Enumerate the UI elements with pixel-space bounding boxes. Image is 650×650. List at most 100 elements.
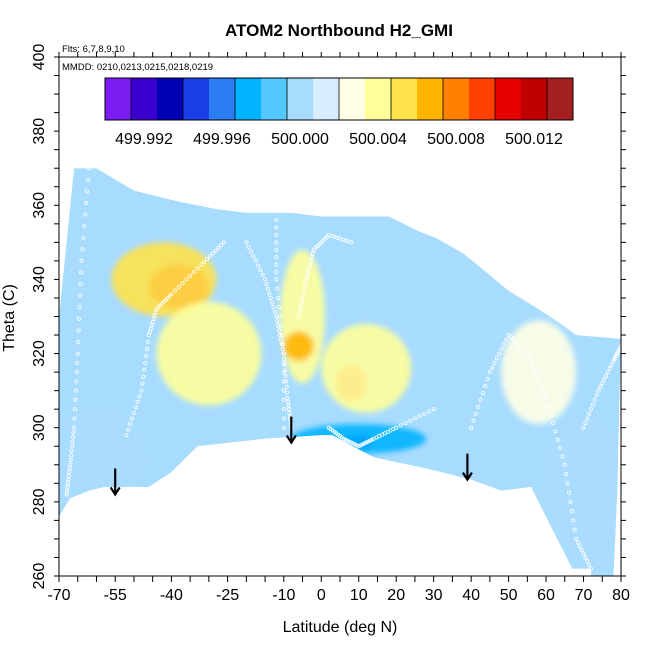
track-point-2-33 bbox=[286, 399, 291, 404]
colorbar-swatch-1 bbox=[131, 78, 158, 120]
track-point-1-48 bbox=[221, 240, 226, 245]
track-point-7-5 bbox=[281, 379, 286, 384]
track-point-5-10 bbox=[492, 360, 497, 365]
track-point-2-28 bbox=[283, 373, 288, 378]
track-point-7-0 bbox=[281, 425, 286, 430]
colorbar-swatch-5 bbox=[235, 78, 262, 120]
track-point-5-26 bbox=[530, 362, 535, 367]
colorbar-swatch-15 bbox=[495, 78, 522, 120]
track-point-0-0 bbox=[86, 168, 91, 171]
track-point-0-22 bbox=[72, 407, 77, 412]
track-point-0-24 bbox=[71, 425, 76, 430]
colorbar-swatch-4 bbox=[209, 78, 236, 120]
track-point-6-2 bbox=[585, 416, 590, 421]
track-point-2-19 bbox=[277, 328, 282, 333]
track-point-2-20 bbox=[278, 333, 283, 338]
colorbar-swatch-0 bbox=[105, 78, 132, 120]
track-point-0-31 bbox=[68, 458, 73, 463]
track-point-1-11 bbox=[142, 367, 147, 372]
track-point-5-30 bbox=[539, 384, 544, 389]
x-tick-label-0: -70 bbox=[47, 587, 70, 604]
track-point-6-3 bbox=[587, 411, 592, 416]
track-point-2-35 bbox=[286, 407, 291, 412]
track-point-5-49 bbox=[575, 540, 580, 545]
track-point-5-54 bbox=[585, 559, 590, 564]
track-point-5-23 bbox=[522, 349, 527, 354]
track-point-0-10 bbox=[78, 282, 83, 287]
track-point-5-12 bbox=[497, 351, 502, 356]
track-point-3-14 bbox=[309, 255, 314, 260]
track-point-7-16 bbox=[274, 277, 279, 282]
track-point-5-20 bbox=[515, 342, 520, 347]
track-point-0-33 bbox=[67, 466, 72, 471]
track-point-3-13 bbox=[308, 258, 313, 263]
x-tick-label-12: 70 bbox=[575, 587, 593, 604]
track-point-3-0 bbox=[296, 314, 301, 319]
colorbar-swatch-12 bbox=[417, 78, 444, 120]
y-axis-label: Theta (C) bbox=[1, 284, 18, 352]
x-axis-label: Latitude (deg N) bbox=[283, 619, 398, 636]
x-tick-label-3: -25 bbox=[216, 587, 239, 604]
x-tick-label-2: -40 bbox=[160, 587, 183, 604]
track-point-0-39 bbox=[64, 488, 69, 493]
feature-blob-3 bbox=[280, 249, 326, 384]
track-point-1-7 bbox=[137, 394, 142, 399]
track-point-2-12 bbox=[268, 295, 273, 300]
track-point-1-42 bbox=[204, 257, 209, 262]
track-point-2-32 bbox=[285, 396, 290, 401]
track-point-0-12 bbox=[77, 305, 82, 310]
y-tick-label-5: 360 bbox=[31, 192, 48, 219]
feature-blob-10 bbox=[501, 320, 577, 425]
track-point-5-36 bbox=[553, 429, 558, 434]
track-point-5-8 bbox=[487, 370, 492, 375]
track-point-3-3 bbox=[299, 300, 304, 305]
track-point-7-23 bbox=[274, 225, 279, 230]
track-point-7-2 bbox=[281, 407, 286, 412]
track-point-0-3 bbox=[84, 200, 89, 205]
track-point-0-16 bbox=[75, 351, 80, 356]
track-point-0-23 bbox=[72, 416, 77, 421]
track-point-5-15 bbox=[504, 337, 509, 342]
colorbar-swatch-6 bbox=[261, 78, 288, 120]
track-point-7-19 bbox=[274, 255, 279, 260]
data-region bbox=[59, 168, 621, 576]
track-point-2-15 bbox=[272, 309, 277, 314]
track-point-1-47 bbox=[219, 243, 224, 248]
track-point-5-24 bbox=[525, 351, 530, 356]
y-tick-label-7: 400 bbox=[31, 44, 48, 71]
dates-annotation: MMDD: 0210,0213,0215,0218,0219 bbox=[62, 62, 213, 73]
track-point-5-28 bbox=[534, 373, 539, 378]
track-point-6-5 bbox=[590, 402, 595, 407]
colorbar-swatch-14 bbox=[469, 78, 496, 120]
y-tick-label-3: 320 bbox=[31, 340, 48, 367]
colorbar-label-0: 499.992 bbox=[115, 131, 173, 148]
track-point-0-13 bbox=[77, 316, 82, 321]
track-point-3-10 bbox=[306, 270, 311, 275]
track-point-1-12 bbox=[143, 360, 148, 365]
track-point-4-40 bbox=[431, 407, 436, 412]
track-point-5-40 bbox=[562, 462, 567, 467]
track-point-7-24 bbox=[274, 218, 279, 223]
track-point-7-8 bbox=[281, 351, 286, 356]
x-tick-label-1: -55 bbox=[104, 587, 127, 604]
track-point-0-30 bbox=[69, 453, 74, 458]
track-point-1-2 bbox=[128, 422, 133, 427]
track-point-4-36 bbox=[412, 416, 417, 421]
track-point-5-4 bbox=[478, 397, 483, 402]
track-point-2-21 bbox=[278, 337, 283, 342]
track-point-2-31 bbox=[285, 390, 290, 395]
track-point-7-22 bbox=[274, 232, 279, 237]
track-point-5-1 bbox=[471, 418, 476, 423]
track-point-0-20 bbox=[73, 388, 78, 393]
track-point-0-9 bbox=[79, 270, 84, 275]
track-point-5-38 bbox=[558, 446, 563, 451]
track-point-2-1 bbox=[246, 244, 251, 249]
track-point-5-9 bbox=[490, 365, 495, 370]
track-point-2-3 bbox=[251, 254, 256, 259]
track-point-7-17 bbox=[274, 270, 279, 275]
track-point-5-41 bbox=[564, 472, 569, 477]
track-point-2-5 bbox=[256, 263, 261, 268]
track-point-2-10 bbox=[265, 286, 270, 291]
track-point-6-24 bbox=[619, 344, 621, 349]
